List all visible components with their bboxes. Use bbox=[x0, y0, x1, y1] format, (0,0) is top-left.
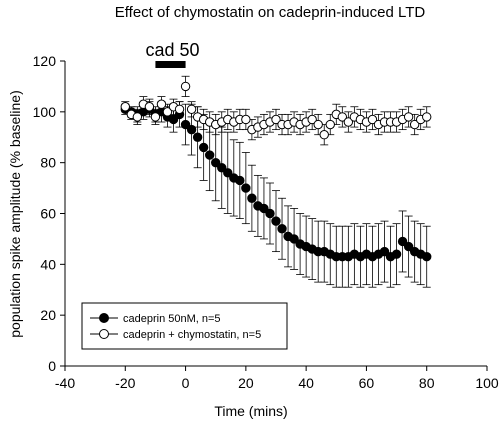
data-point-filled bbox=[391, 249, 402, 259]
legend: cadeprin 50nM, n=5 cadeprin + chymostati… bbox=[81, 302, 288, 350]
data-point-open bbox=[180, 81, 191, 92]
data-point-filled bbox=[186, 124, 197, 135]
data-point-filled bbox=[217, 163, 227, 173]
data-point-open bbox=[132, 112, 143, 122]
data-point-filled bbox=[235, 175, 245, 186]
y-tick-label: 0 bbox=[48, 358, 56, 374]
x-tick-label: 100 bbox=[475, 375, 499, 391]
data-point-filled bbox=[204, 150, 215, 160]
x-tick-label: 0 bbox=[182, 375, 190, 391]
legend-label-series-2: cadeprin + chymostatin, n=5 bbox=[123, 329, 261, 341]
data-point-open bbox=[313, 119, 323, 130]
legend-marker-open bbox=[99, 329, 109, 339]
x-tick-label: 20 bbox=[238, 375, 254, 391]
data-point-filled bbox=[277, 224, 287, 234]
data-point-filled bbox=[168, 114, 179, 125]
data-point-filled bbox=[271, 216, 281, 226]
y-tick-label: 20 bbox=[40, 307, 56, 323]
y-axis-label: population spike amplitude (% baseline) bbox=[7, 90, 23, 337]
data-point-open bbox=[156, 99, 167, 109]
data-point-filled bbox=[192, 132, 203, 142]
data-point-filled bbox=[397, 236, 408, 247]
data-point-open bbox=[162, 107, 173, 117]
x-tick-label: -20 bbox=[115, 375, 135, 391]
stimulus-bar bbox=[155, 61, 186, 68]
axes: -40 -20 0 20 40 60 80 100 0 20 40 60 80 100 120 bbox=[33, 53, 499, 391]
data-point-open bbox=[186, 104, 197, 114]
chart-title: Effect of chymostatin on cadeprin-induce… bbox=[115, 4, 426, 21]
data-point-open bbox=[337, 112, 348, 122]
data-point-open bbox=[307, 114, 317, 125]
data-point-filled bbox=[403, 241, 414, 252]
stimulus-label: cad 50 bbox=[145, 40, 199, 60]
y-tick-label: 100 bbox=[33, 104, 57, 120]
data-point-open bbox=[367, 114, 378, 125]
data-point-filled bbox=[198, 142, 209, 153]
data-point-open bbox=[319, 130, 329, 140]
data-point-open bbox=[174, 104, 185, 114]
x-axis-label: Time (mins) bbox=[214, 403, 287, 419]
data-point-filled bbox=[241, 183, 251, 193]
data-point-open bbox=[120, 102, 130, 112]
data-point-open bbox=[241, 114, 251, 125]
y-tick-label: 40 bbox=[40, 256, 56, 272]
y-tick-label: 120 bbox=[33, 53, 57, 69]
x-tick-label: 80 bbox=[419, 375, 435, 391]
legend-marker-filled bbox=[99, 313, 109, 323]
data-point-filled bbox=[211, 157, 221, 168]
data-point-open bbox=[343, 117, 354, 127]
data-point-open bbox=[150, 112, 161, 122]
y-tick-label: 60 bbox=[40, 206, 56, 222]
data-point-open bbox=[409, 119, 420, 130]
legend-label-series-1: cadeprin 50nM, n=5 bbox=[123, 313, 221, 325]
data-point-filled bbox=[223, 168, 233, 178]
x-tick-label: 40 bbox=[298, 375, 314, 391]
data-point-filled bbox=[265, 208, 275, 219]
legend-box bbox=[81, 302, 288, 350]
data-point-open bbox=[271, 114, 281, 125]
data-point-filled bbox=[422, 252, 432, 262]
data-point-filled bbox=[289, 234, 299, 244]
data-point-open bbox=[325, 119, 335, 130]
x-tick-label: -40 bbox=[55, 375, 75, 391]
x-tick-label: 60 bbox=[359, 375, 375, 391]
data-point-filled bbox=[180, 119, 191, 130]
data-point-filled bbox=[247, 193, 257, 203]
stimulus-annotation: cad 50 bbox=[145, 40, 200, 68]
data-markers bbox=[120, 81, 432, 262]
y-tick-label: 80 bbox=[40, 155, 56, 171]
data-point-filled bbox=[379, 246, 390, 257]
data-point-open bbox=[403, 112, 414, 122]
data-point-open bbox=[144, 102, 155, 112]
data-point-open bbox=[422, 112, 432, 122]
data-point-filled bbox=[259, 203, 269, 214]
